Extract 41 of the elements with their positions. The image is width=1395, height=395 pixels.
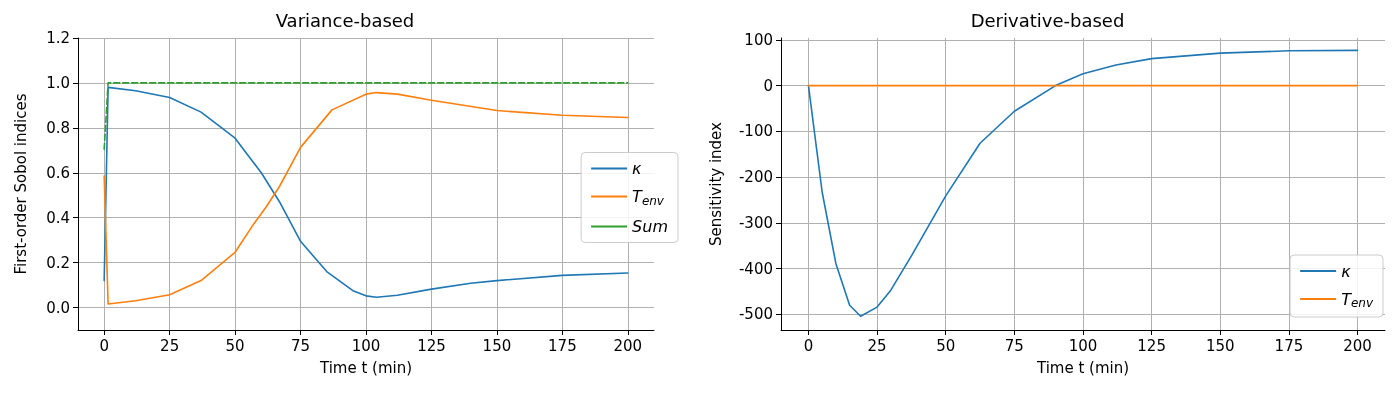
y-tick-label: 1.2 — [46, 29, 70, 47]
x-tick-label: 50 — [225, 336, 245, 355]
chart-title: Variance-based — [275, 9, 415, 31]
legend-label: κ — [632, 159, 643, 178]
y-tick-label: -100 — [738, 122, 773, 141]
y-tick-label: 0.8 — [46, 118, 70, 137]
x-tick-label: 100 — [351, 336, 381, 355]
x-tick-label: 50 — [936, 336, 956, 355]
x-tick-label: 25 — [160, 336, 180, 355]
x-tick-label: 75 — [1004, 336, 1024, 355]
y-tick-label: 0.6 — [46, 163, 70, 182]
x-tick-label: 0 — [803, 336, 814, 355]
y-tick-label: 0 — [763, 76, 773, 95]
y-tick-label: 0.2 — [46, 253, 70, 272]
y-tick-label: -500 — [738, 305, 773, 324]
y-tick-label: 1.0 — [46, 73, 70, 92]
x-tick-label: 125 — [417, 336, 446, 355]
x-tick-label: 175 — [548, 336, 577, 355]
y-tick-label: -400 — [738, 259, 773, 278]
y-tick-label: 0.4 — [46, 208, 70, 227]
x-tick-label: 175 — [1274, 336, 1304, 355]
x-tick-label: 150 — [1205, 336, 1235, 355]
y-tick-label: 100 — [744, 30, 773, 49]
x-axis-title: Time t (min) — [318, 358, 413, 377]
x-axis-title: Time t (min) — [1035, 358, 1130, 377]
x-tick-label: 0 — [99, 336, 109, 355]
x-tick-label: 200 — [613, 336, 643, 355]
x-tick-label: 100 — [1068, 336, 1098, 355]
y-tick-label: -200 — [738, 168, 773, 187]
x-tick-label: 75 — [291, 336, 311, 355]
y-axis-title: First-order Sobol indices — [11, 93, 30, 275]
legend-label: Sum — [632, 217, 669, 236]
y-tick-label: 0.0 — [46, 298, 70, 317]
y-tick-label: -300 — [738, 213, 773, 232]
x-tick-label: 150 — [482, 336, 512, 355]
x-tick-label: 25 — [867, 336, 887, 355]
legend-label: κ — [1341, 261, 1352, 281]
x-tick-label: 200 — [1343, 336, 1372, 355]
y-axis-title: Sensitivity index — [706, 121, 725, 246]
x-tick-label: 125 — [1137, 336, 1166, 355]
chart-title: Derivative-based — [970, 9, 1125, 31]
